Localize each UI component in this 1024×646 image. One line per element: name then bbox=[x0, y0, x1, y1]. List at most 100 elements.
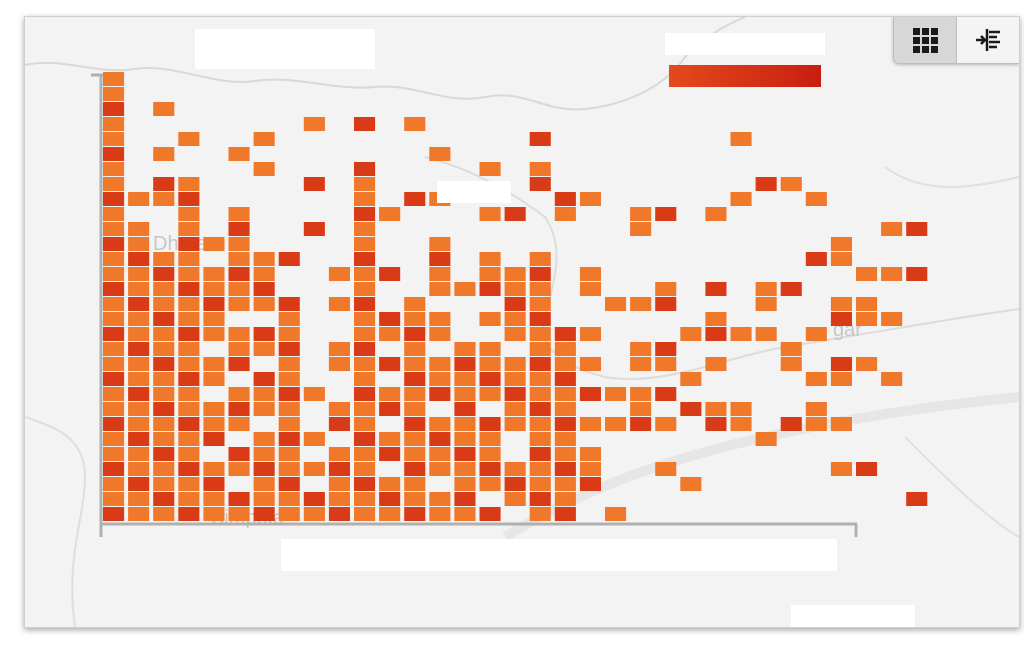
heatmap-cell[interactable] bbox=[379, 357, 401, 371]
heatmap-cell[interactable] bbox=[354, 252, 376, 266]
heatmap-cell[interactable] bbox=[354, 312, 376, 326]
heatmap-cell[interactable] bbox=[128, 462, 150, 476]
heatmap-cell[interactable] bbox=[328, 342, 350, 356]
heatmap-cell[interactable] bbox=[379, 432, 401, 446]
heatmap-cell[interactable] bbox=[705, 357, 727, 371]
heatmap-cell[interactable] bbox=[655, 207, 677, 221]
heatmap-cell[interactable] bbox=[755, 327, 777, 341]
heatmap-cell[interactable] bbox=[579, 282, 601, 296]
heatmap-cell[interactable] bbox=[178, 462, 200, 476]
heatmap-cell[interactable] bbox=[404, 312, 426, 326]
heatmap-cell[interactable] bbox=[780, 177, 802, 191]
heatmap-cell[interactable] bbox=[479, 507, 501, 521]
heatmap-cell[interactable] bbox=[454, 402, 476, 416]
heatmap-cell[interactable] bbox=[554, 372, 576, 386]
heatmap-cell[interactable] bbox=[128, 477, 150, 491]
heatmap-cell[interactable] bbox=[655, 462, 677, 476]
heatmap-cell[interactable] bbox=[404, 492, 426, 506]
heatmap-cell[interactable] bbox=[203, 357, 225, 371]
heatmap-cell[interactable] bbox=[354, 402, 376, 416]
heatmap-cell[interactable] bbox=[529, 432, 551, 446]
heatmap-cell[interactable] bbox=[705, 282, 727, 296]
heatmap-cell[interactable] bbox=[504, 207, 526, 221]
heatmap-cell[interactable] bbox=[253, 447, 275, 461]
heatmap-cell[interactable] bbox=[278, 372, 300, 386]
heatmap-cell[interactable] bbox=[153, 312, 175, 326]
heatmap-cell[interactable] bbox=[529, 282, 551, 296]
heatmap-cell[interactable] bbox=[303, 222, 325, 236]
heatmap-cell[interactable] bbox=[429, 237, 451, 251]
heatmap-cell[interactable] bbox=[178, 357, 200, 371]
heatmap-cell[interactable] bbox=[504, 477, 526, 491]
heatmap-cell[interactable] bbox=[529, 312, 551, 326]
heatmap-cell[interactable] bbox=[479, 417, 501, 431]
heatmap-cell[interactable] bbox=[354, 297, 376, 311]
heatmap-cell[interactable] bbox=[906, 492, 928, 506]
heatmap-cell[interactable] bbox=[504, 297, 526, 311]
heatmap-cell[interactable] bbox=[178, 132, 200, 146]
heatmap-cell[interactable] bbox=[228, 507, 250, 521]
heatmap-cell[interactable] bbox=[454, 477, 476, 491]
heatmap-cell[interactable] bbox=[128, 402, 150, 416]
heatmap-cell[interactable] bbox=[178, 297, 200, 311]
heatmap-cell[interactable] bbox=[404, 372, 426, 386]
heatmap-cell[interactable] bbox=[153, 432, 175, 446]
heatmap-cell[interactable] bbox=[128, 267, 150, 281]
heatmap-cell[interactable] bbox=[303, 387, 325, 401]
heatmap-cell[interactable] bbox=[780, 282, 802, 296]
heatmap-cell[interactable] bbox=[178, 312, 200, 326]
heatmap-cell[interactable] bbox=[504, 267, 526, 281]
heatmap-cell[interactable] bbox=[429, 267, 451, 281]
heatmap-cell[interactable] bbox=[554, 387, 576, 401]
heatmap-cell[interactable] bbox=[906, 222, 928, 236]
heatmap-cell[interactable] bbox=[328, 462, 350, 476]
heatmap-cell[interactable] bbox=[153, 492, 175, 506]
heatmap-cell[interactable] bbox=[278, 252, 300, 266]
heatmap-cell[interactable] bbox=[228, 282, 250, 296]
heatmap-cell[interactable] bbox=[153, 147, 175, 161]
heatmap-cell[interactable] bbox=[128, 507, 150, 521]
heatmap-cell[interactable] bbox=[128, 297, 150, 311]
heatmap-cell[interactable] bbox=[354, 192, 376, 206]
heatmap-cell[interactable] bbox=[103, 297, 125, 311]
heatmap-cell[interactable] bbox=[103, 282, 125, 296]
heatmap-cell[interactable] bbox=[128, 447, 150, 461]
heatmap-cell[interactable] bbox=[328, 402, 350, 416]
heatmap-cell[interactable] bbox=[178, 237, 200, 251]
heatmap-cell[interactable] bbox=[153, 327, 175, 341]
heatmap-cell[interactable] bbox=[529, 177, 551, 191]
heatmap-cell[interactable] bbox=[529, 417, 551, 431]
heatmap-cell[interactable] bbox=[830, 297, 852, 311]
heatmap-cell[interactable] bbox=[805, 252, 827, 266]
heatmap-cell[interactable] bbox=[354, 237, 376, 251]
heatmap-cell[interactable] bbox=[354, 462, 376, 476]
heatmap-cell[interactable] bbox=[805, 402, 827, 416]
heatmap-cell[interactable] bbox=[203, 237, 225, 251]
heatmap-cell[interactable] bbox=[479, 462, 501, 476]
heatmap-cell[interactable] bbox=[554, 402, 576, 416]
heatmap-cell[interactable] bbox=[705, 417, 727, 431]
heatmap-cell[interactable] bbox=[103, 432, 125, 446]
heatmap-cell[interactable] bbox=[278, 507, 300, 521]
heatmap-cell[interactable] bbox=[278, 387, 300, 401]
heatmap-cell[interactable] bbox=[103, 387, 125, 401]
heatmap-cell[interactable] bbox=[103, 357, 125, 371]
heatmap-cell[interactable] bbox=[630, 387, 652, 401]
heatmap-cell[interactable] bbox=[328, 417, 350, 431]
heatmap-cell[interactable] bbox=[529, 132, 551, 146]
heatmap-cell[interactable] bbox=[203, 492, 225, 506]
heatmap-cell[interactable] bbox=[404, 462, 426, 476]
heatmap-cell[interactable] bbox=[303, 177, 325, 191]
heatmap-cell[interactable] bbox=[178, 207, 200, 221]
heatmap-cell[interactable] bbox=[128, 237, 150, 251]
heatmap-cell[interactable] bbox=[404, 507, 426, 521]
heatmap-cell[interactable] bbox=[103, 342, 125, 356]
heatmap-cell[interactable] bbox=[404, 432, 426, 446]
heatmap-cell[interactable] bbox=[630, 297, 652, 311]
heatmap-cell[interactable] bbox=[178, 327, 200, 341]
heatmap-cell[interactable] bbox=[103, 207, 125, 221]
heatmap-cell[interactable] bbox=[253, 492, 275, 506]
heatmap-cell[interactable] bbox=[253, 282, 275, 296]
heatmap-cell[interactable] bbox=[479, 387, 501, 401]
heatmap-cell[interactable] bbox=[228, 492, 250, 506]
